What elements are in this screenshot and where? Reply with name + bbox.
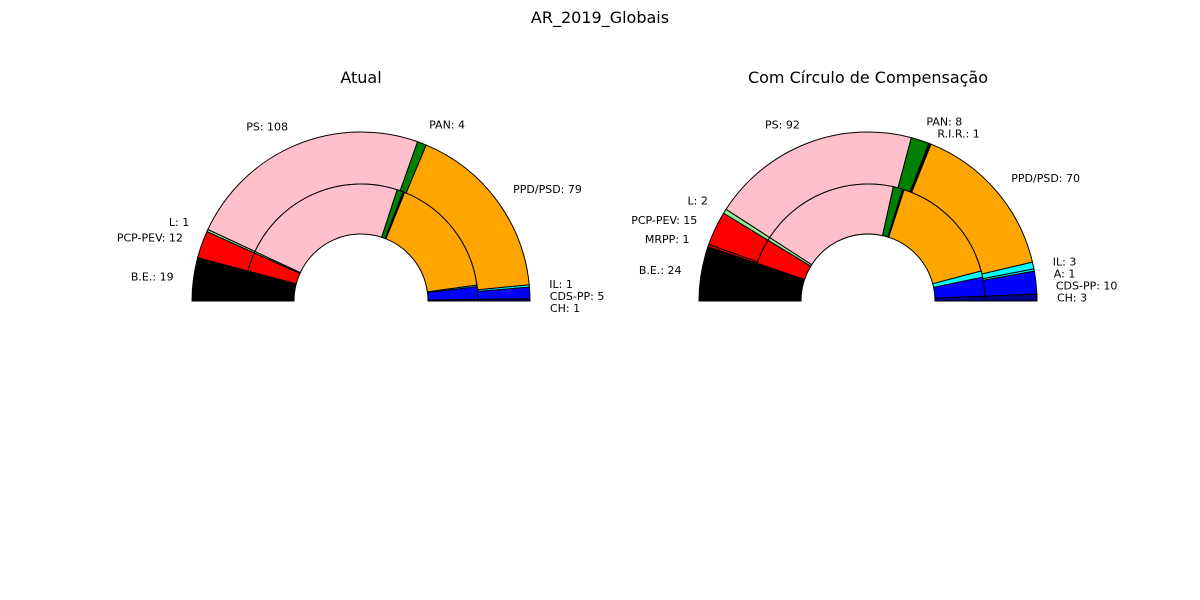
chart-com-circulo: Com Círculo de Compensação B.E.: 24 MRPP: … <box>631 68 1117 304</box>
slice-label: CH: 1 <box>550 302 580 315</box>
slice-label: PAN: 4 <box>429 119 465 132</box>
inner-slice <box>427 298 479 302</box>
slice-label: CH: 3 <box>1057 291 1087 304</box>
slice-label: IL: 1 <box>549 278 573 291</box>
inner-slice <box>934 295 986 302</box>
slice-label: CDS-PP: 10 <box>1056 279 1118 292</box>
slice-label: MRPP: 1 <box>645 233 690 246</box>
slice-label: PCP-PEV: 15 <box>631 214 697 227</box>
slice-label: PCP-PEV: 12 <box>117 232 183 245</box>
slice-label: R.I.R.: 1 <box>937 127 979 140</box>
outer-slice <box>477 298 531 302</box>
slice-label: CDS-PP: 5 <box>550 290 605 303</box>
slice-label: L: 1 <box>169 216 189 229</box>
slice-label: PS: 108 <box>246 121 288 134</box>
slice-label: PAN: 8 <box>926 115 962 128</box>
chart-atual: Atual B.E.: 19 PCP-PEV: 12 L: 1 PS: 108 PAN: … <box>117 68 605 315</box>
chart-title: Com Círculo de Compensação <box>748 68 988 87</box>
slice-label: B.E.: 19 <box>131 271 174 284</box>
chart-title: Atual <box>340 68 381 87</box>
figure-title: AR_2019_Globais <box>530 8 670 27</box>
slice-label: L: 2 <box>688 195 708 208</box>
slice-label: A: 1 <box>1054 267 1076 280</box>
slice-label: IL: 3 <box>1053 255 1077 268</box>
slice-label: PPD/PSD: 70 <box>1011 172 1080 185</box>
slice-label: PPD/PSD: 79 <box>513 183 582 196</box>
slice-label: B.E.: 24 <box>639 264 682 277</box>
slice-label: PS: 92 <box>765 119 800 132</box>
